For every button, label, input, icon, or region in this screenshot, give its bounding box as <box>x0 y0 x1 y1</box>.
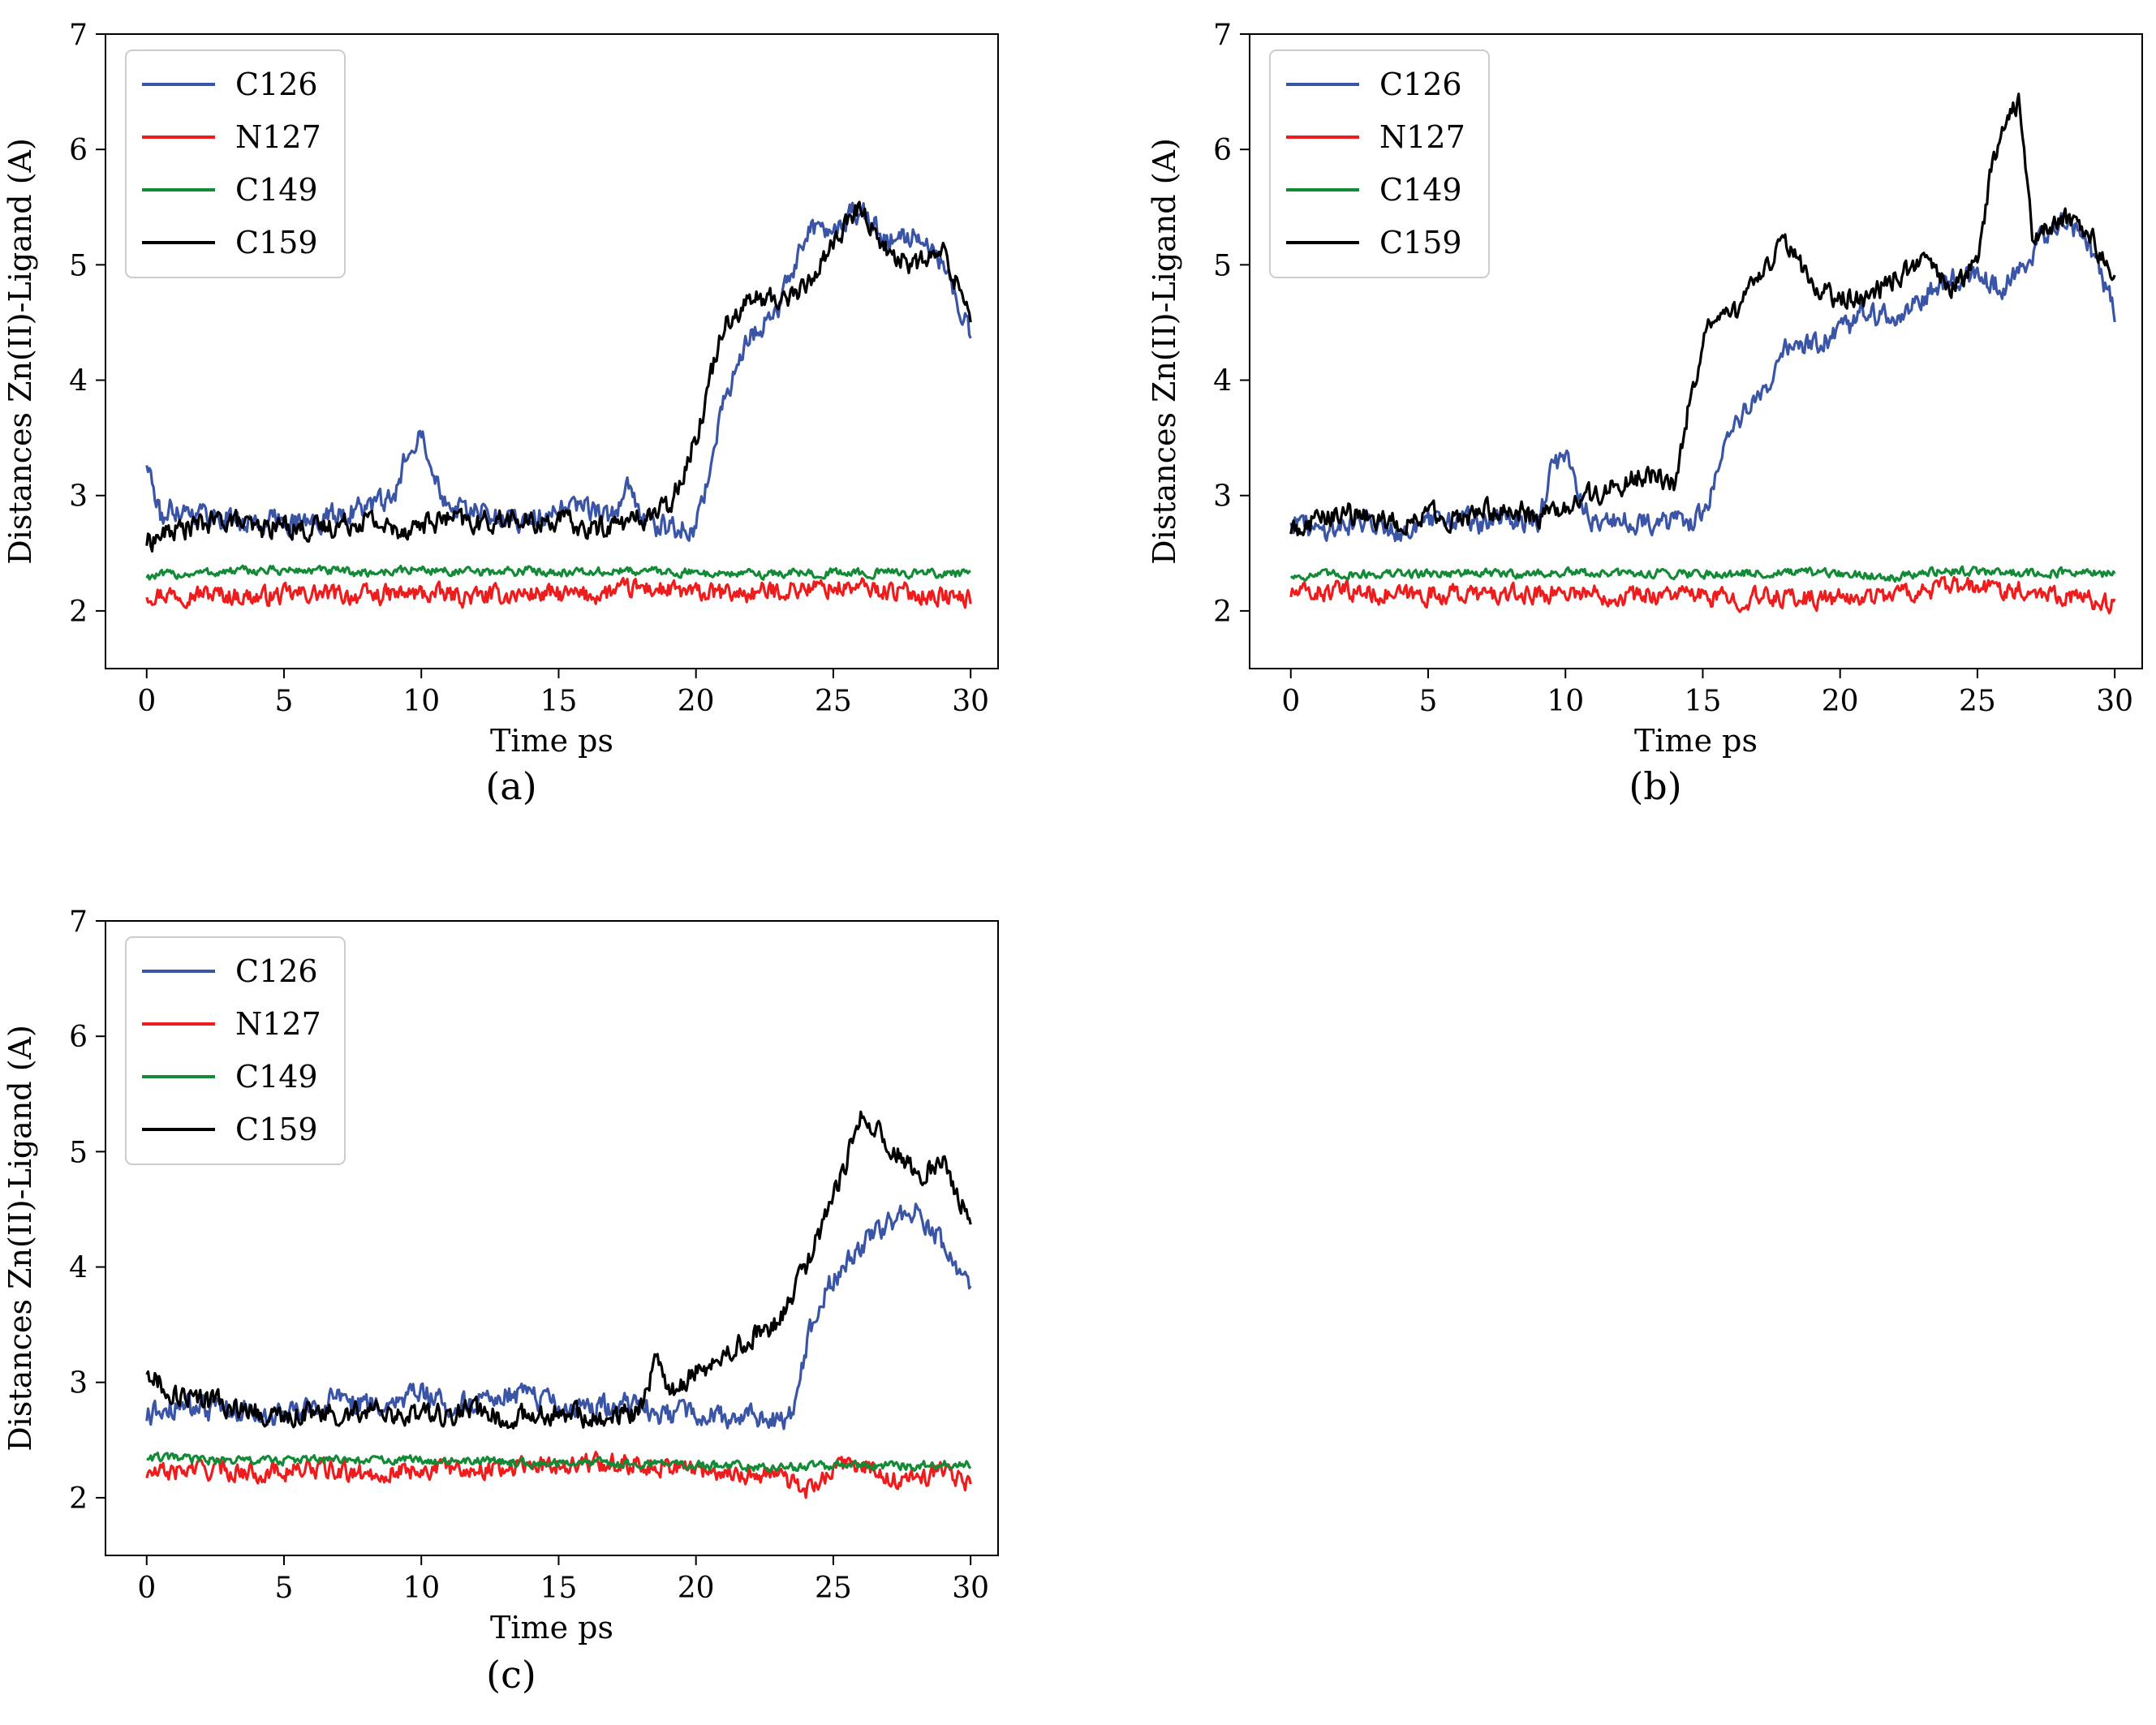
y-tick-label: 5 <box>69 249 88 282</box>
y-axis-title: Distances Zn(II)-Ligand (A) <box>2 138 38 565</box>
legend-label-c126: C126 <box>235 67 318 102</box>
series-line-c159 <box>145 200 972 553</box>
series-line-c126 <box>145 1202 972 1430</box>
legend-label-n127: N127 <box>1379 119 1465 155</box>
y-tick-label: 4 <box>69 365 88 398</box>
legend-label-c149: C149 <box>235 1059 318 1095</box>
x-tick-label: 10 <box>1547 685 1584 718</box>
y-tick-label: 2 <box>69 596 88 629</box>
x-tick-label: 15 <box>1685 685 1722 718</box>
y-tick-label: 2 <box>69 1482 88 1516</box>
legend-label-n127: N127 <box>235 119 321 155</box>
legend-label-c149: C149 <box>235 172 318 208</box>
x-tick-label: 5 <box>275 685 294 718</box>
legend-label-n127: N127 <box>235 1006 321 1042</box>
x-axis-title: Time ps <box>490 723 613 759</box>
x-tick-label: 20 <box>678 1572 715 1605</box>
x-tick-label: 20 <box>678 685 715 718</box>
legend-label-c126: C126 <box>235 953 318 989</box>
series-line-c149 <box>145 564 971 581</box>
series-line-c159 <box>1289 92 2116 537</box>
series-line-n127 <box>145 576 972 609</box>
series-line-c159 <box>145 1110 972 1430</box>
x-tick-label: 30 <box>952 1572 989 1605</box>
y-tick-label: 6 <box>1213 134 1232 167</box>
x-tick-label: 25 <box>1959 685 1996 718</box>
x-tick-label: 0 <box>137 1572 156 1605</box>
x-tick-label: 10 <box>402 1572 440 1605</box>
y-axis-title: Distances Zn(II)-Ligand (A) <box>1147 138 1182 565</box>
legend: C126 N127 C149 C159 <box>125 936 346 1165</box>
chart-panel-3: 0 5 10 15 20 25 30 2 3 4 5 6 7 Time ps Distances Zn(II… <box>2 906 999 1697</box>
x-tick-label: 20 <box>1822 685 1859 718</box>
series-line-c149 <box>146 1452 972 1473</box>
y-axis-title: Distances Zn(II)-Ligand (A) <box>2 1025 38 1452</box>
series-group <box>145 1110 972 1499</box>
legend-box <box>125 936 346 1165</box>
legend-label-c149: C149 <box>1379 172 1462 208</box>
y-tick-label: 7 <box>1213 19 1232 52</box>
x-tick-label: 15 <box>540 685 578 718</box>
legend-label-c159: C159 <box>1379 225 1462 260</box>
panel-caption: (b) <box>1629 764 1681 808</box>
axes-frame <box>1249 33 2143 669</box>
axes-frame <box>105 33 999 669</box>
axes-frame <box>105 920 999 1556</box>
x-tick-label: 0 <box>137 685 156 718</box>
legend-box <box>125 49 346 278</box>
series-line-c149 <box>1289 565 2116 583</box>
y-tick-label: 4 <box>1213 365 1232 398</box>
x-tick-label: 5 <box>1419 685 1438 718</box>
legend-label-c126: C126 <box>1379 67 1462 102</box>
x-tick-label: 25 <box>815 1572 852 1605</box>
series-line-c126 <box>1289 212 2116 543</box>
series-line-n127 <box>1289 575 2116 615</box>
y-tick-label: 7 <box>69 906 88 939</box>
x-axis-title: Time ps <box>490 1610 613 1645</box>
x-tick-label: 30 <box>2096 685 2133 718</box>
y-tick-label: 5 <box>69 1136 88 1169</box>
y-tick-label: 5 <box>1213 249 1232 282</box>
chart-panel-1: 0 5 10 15 20 25 30 2 3 4 5 6 7 Time ps Distances Zn(II… <box>2 19 999 808</box>
x-tick-label: 10 <box>402 685 440 718</box>
legend-label-c159: C159 <box>235 1112 318 1147</box>
series-group <box>1289 92 2116 615</box>
y-tick-label: 4 <box>69 1252 88 1285</box>
y-tick-label: 3 <box>69 480 88 514</box>
legend-box <box>1269 49 1490 278</box>
y-tick-label: 7 <box>69 19 88 52</box>
legend: C126 N127 C149 C159 <box>1269 49 1490 278</box>
x-tick-label: 30 <box>952 685 989 718</box>
x-axis-title: Time ps <box>1634 723 1758 759</box>
x-tick-label: 15 <box>540 1572 578 1605</box>
panel-caption: (c) <box>486 1653 536 1697</box>
y-tick-label: 3 <box>1213 480 1232 514</box>
chart-panel-2: 0 5 10 15 20 25 30 2 3 4 5 6 7 Time ps Distances Zn(II… <box>1147 19 2143 808</box>
legend: C126 N127 C149 C159 <box>125 49 346 278</box>
legend-label-c159: C159 <box>235 225 318 260</box>
y-tick-label: 6 <box>69 1021 88 1054</box>
panel-caption: (a) <box>485 764 536 808</box>
x-tick-label: 5 <box>275 1572 294 1605</box>
y-tick-label: 2 <box>1213 596 1232 629</box>
y-tick-label: 6 <box>69 134 88 167</box>
series-group <box>145 200 972 609</box>
y-tick-label: 3 <box>69 1367 88 1400</box>
x-tick-label: 25 <box>815 685 852 718</box>
x-tick-label: 0 <box>1281 685 1300 718</box>
